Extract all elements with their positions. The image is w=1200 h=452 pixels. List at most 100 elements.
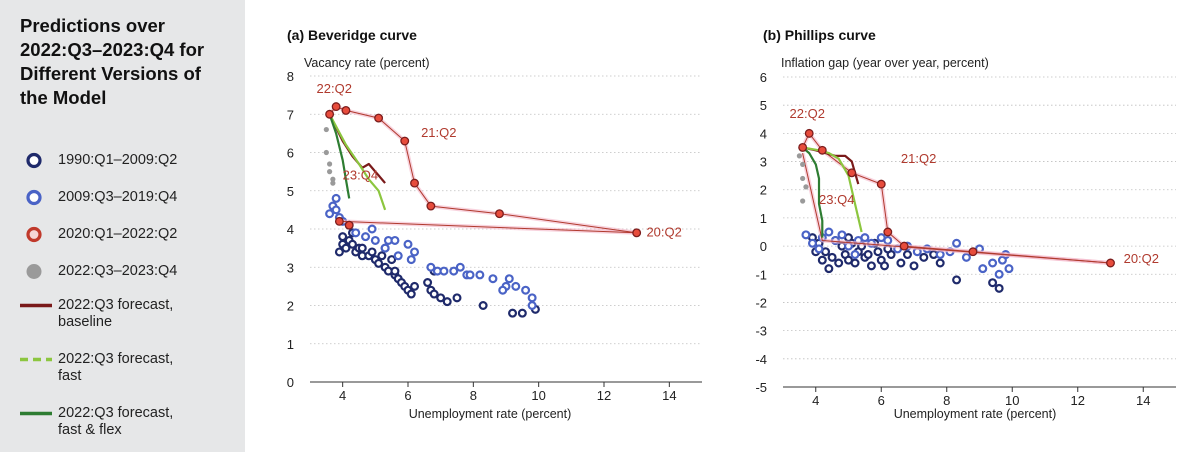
legend-label-cont: baseline: [58, 314, 113, 330]
data-point: [508, 308, 518, 318]
annotation-label: 20:Q2: [1124, 251, 1159, 266]
data-point: [426, 262, 436, 272]
data-point: [331, 102, 341, 112]
x-tick-label: 12: [597, 388, 611, 403]
y-tick-label: 4: [287, 222, 294, 237]
data-point: [341, 243, 351, 253]
data-point: [439, 266, 449, 276]
data-point: [863, 250, 873, 260]
data-point: [817, 255, 827, 265]
legend-line-icon: [20, 411, 52, 416]
data-point: [334, 247, 344, 257]
data-point: [883, 227, 893, 237]
y-tick-label: 2: [287, 299, 294, 314]
data-point: [804, 128, 814, 138]
y-tick-label: 5: [760, 98, 767, 113]
data-point: [357, 243, 367, 253]
annotation-label: 23:Q4: [819, 192, 854, 207]
annotation-label: 22:Q2: [317, 81, 352, 96]
data-point: [423, 278, 433, 288]
data-point: [452, 293, 462, 303]
data-point: [498, 285, 508, 295]
y-tick-label: -4: [755, 352, 767, 367]
data-point: [410, 178, 419, 188]
y-tick-label: 3: [287, 260, 294, 275]
legend-label-cont: fast & flex: [58, 422, 122, 438]
data-point: [511, 281, 521, 291]
data-point: [814, 244, 824, 254]
data-point: [632, 228, 642, 238]
data-point: [488, 274, 498, 284]
legend-marker-icon: [26, 152, 42, 169]
data-point: [800, 161, 806, 167]
forecast-line: [328, 113, 387, 211]
data-point: [988, 278, 998, 288]
y-tick-label: 6: [760, 70, 767, 85]
legend-dot-icon: [26, 264, 42, 279]
data-point: [824, 227, 834, 237]
forecast-line: [328, 113, 351, 199]
data-point: [325, 109, 335, 119]
data-point: [367, 224, 377, 234]
data-point: [803, 184, 809, 190]
legend-label: 2022:Q3 forecast,: [58, 405, 174, 421]
data-point: [374, 258, 384, 268]
legend-label: 2009:Q3–2019:Q4: [58, 189, 178, 205]
legend-label: 1990:Q1–2009:Q2: [58, 152, 178, 168]
data-point: [527, 293, 537, 303]
data-point: [495, 209, 504, 219]
y-tick-label: -3: [755, 324, 767, 339]
y-tick-label: 4: [760, 126, 767, 141]
data-point: [873, 247, 883, 257]
y-tick-label: 2: [760, 183, 767, 198]
data-point: [400, 136, 410, 146]
data-point: [798, 143, 808, 152]
annotation-label: 23:Q4: [343, 167, 378, 182]
data-point: [919, 252, 929, 262]
annotation-label: 22:Q2: [790, 106, 825, 121]
data-point: [978, 264, 988, 274]
data-point: [521, 285, 531, 295]
data-point: [436, 293, 446, 303]
data-point: [834, 258, 844, 268]
data-point: [1106, 258, 1115, 268]
data-point: [331, 205, 341, 215]
data-point: [817, 145, 827, 155]
data-point: [393, 251, 403, 261]
data-point: [406, 289, 416, 299]
data-point: [800, 175, 806, 182]
y-tick-label: -1: [755, 267, 767, 282]
x-tick-label: 6: [878, 393, 885, 408]
data-point: [347, 239, 357, 249]
data-point: [387, 255, 397, 265]
data-point: [344, 220, 354, 230]
data-point: [801, 230, 811, 240]
series-line: [339, 220, 637, 234]
x-axis-label: Unemployment rate (percent): [409, 407, 572, 421]
data-point: [988, 258, 998, 268]
y-tick-label: -5: [755, 380, 767, 395]
x-tick-label: 14: [1136, 393, 1150, 408]
x-tick-label: 4: [339, 388, 346, 403]
data-point: [952, 275, 962, 285]
data-point: [403, 239, 413, 249]
data-point: [478, 301, 488, 311]
y-tick-label: 3: [760, 155, 767, 170]
data-point: [796, 153, 802, 159]
data-point: [860, 233, 870, 243]
data-point: [1004, 264, 1014, 274]
data-point: [824, 264, 834, 274]
data-point: [883, 235, 893, 245]
data-point: [847, 168, 857, 178]
data-point: [866, 261, 876, 271]
data-point: [330, 180, 336, 186]
x-tick-label: 8: [943, 393, 950, 408]
legend-label-cont: fast: [58, 368, 82, 384]
x-tick-label: 10: [1005, 393, 1019, 408]
data-point: [449, 266, 459, 276]
data-point: [527, 301, 537, 311]
y-tick-label: 1: [760, 211, 767, 226]
data-point: [351, 228, 361, 238]
x-axis-label: Unemployment rate (percent): [894, 407, 1057, 421]
